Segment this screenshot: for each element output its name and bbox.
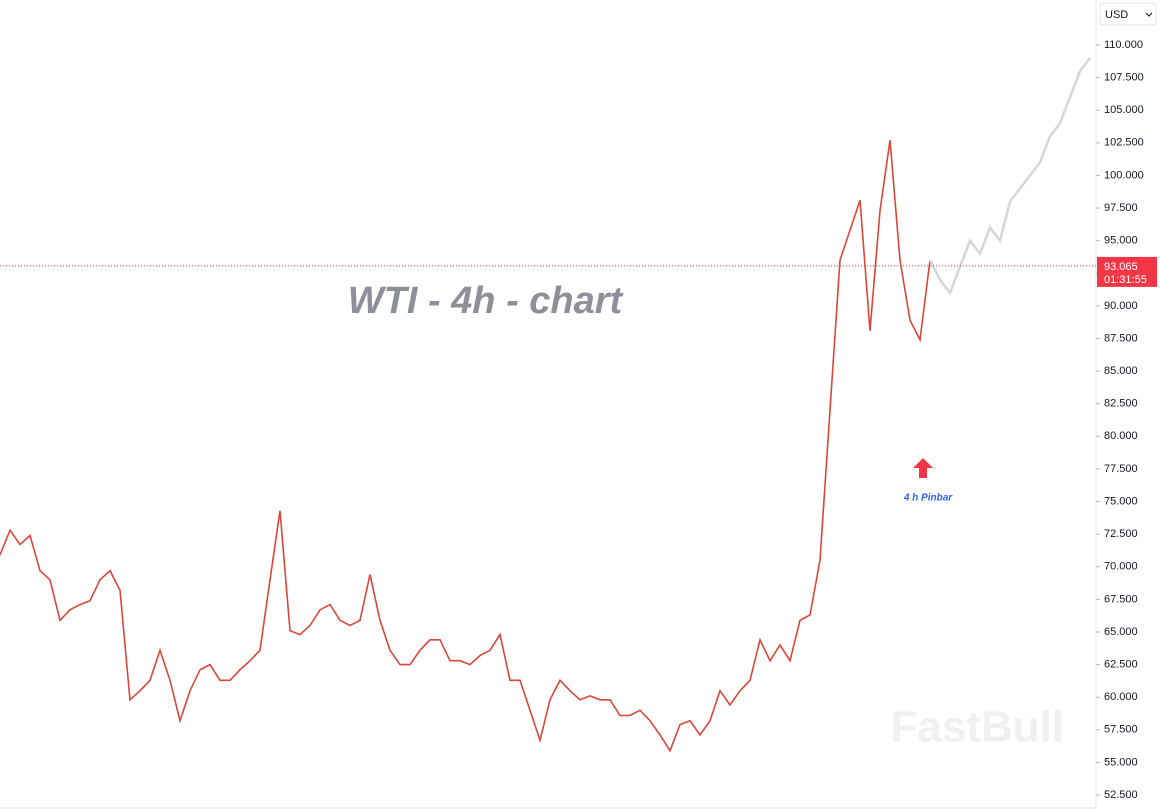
y-tick-label: 107.500 [1104, 72, 1144, 84]
y-tick-label: 77.500 [1104, 463, 1138, 475]
currency-label: USD [1105, 9, 1128, 21]
countdown-label: 01:31:55 [1104, 274, 1147, 286]
price-line [928, 57, 1091, 296]
y-tick-label: 97.500 [1104, 202, 1138, 214]
price-line [0, 140, 931, 753]
y-tick-label: 65.000 [1104, 626, 1138, 638]
y-tick-label: 100.000 [1104, 169, 1144, 181]
y-tick-label: 52.500 [1104, 789, 1138, 801]
y-tick-label: 87.500 [1104, 332, 1138, 344]
y-tick-label: 62.500 [1104, 659, 1138, 671]
last-price-box [1097, 256, 1157, 287]
y-tick-label: 90.000 [1104, 300, 1138, 312]
pinbar-annotation: 4 h Pinbar [903, 493, 953, 504]
chart-title: WTI - 4h - chart [348, 280, 624, 322]
y-tick-label: 75.000 [1104, 495, 1138, 507]
y-tick-label: 72.500 [1104, 528, 1138, 540]
watermark: FastBull [890, 703, 1064, 752]
pinbar-arrow [913, 458, 933, 478]
y-tick-label: 67.500 [1104, 593, 1138, 605]
y-tick-label: 105.000 [1104, 104, 1144, 116]
last-price-label: 93.065 [1104, 261, 1138, 273]
y-tick-label: 80.000 [1104, 430, 1138, 442]
y-tick-label: 102.500 [1104, 137, 1144, 149]
y-tick-label: 85.000 [1104, 365, 1138, 377]
currency-select[interactable] [1099, 2, 1157, 26]
y-tick-label: 82.500 [1104, 398, 1138, 410]
y-tick-label: 110.000 [1104, 39, 1143, 51]
dropdown-icon [1145, 12, 1153, 17]
y-tick-label: 70.000 [1104, 561, 1138, 573]
y-tick-label: 57.500 [1104, 724, 1138, 736]
y-tick-label: 60.000 [1104, 691, 1138, 703]
y-tick-label: 55.000 [1104, 756, 1138, 768]
y-tick-label: 95.000 [1104, 235, 1138, 247]
